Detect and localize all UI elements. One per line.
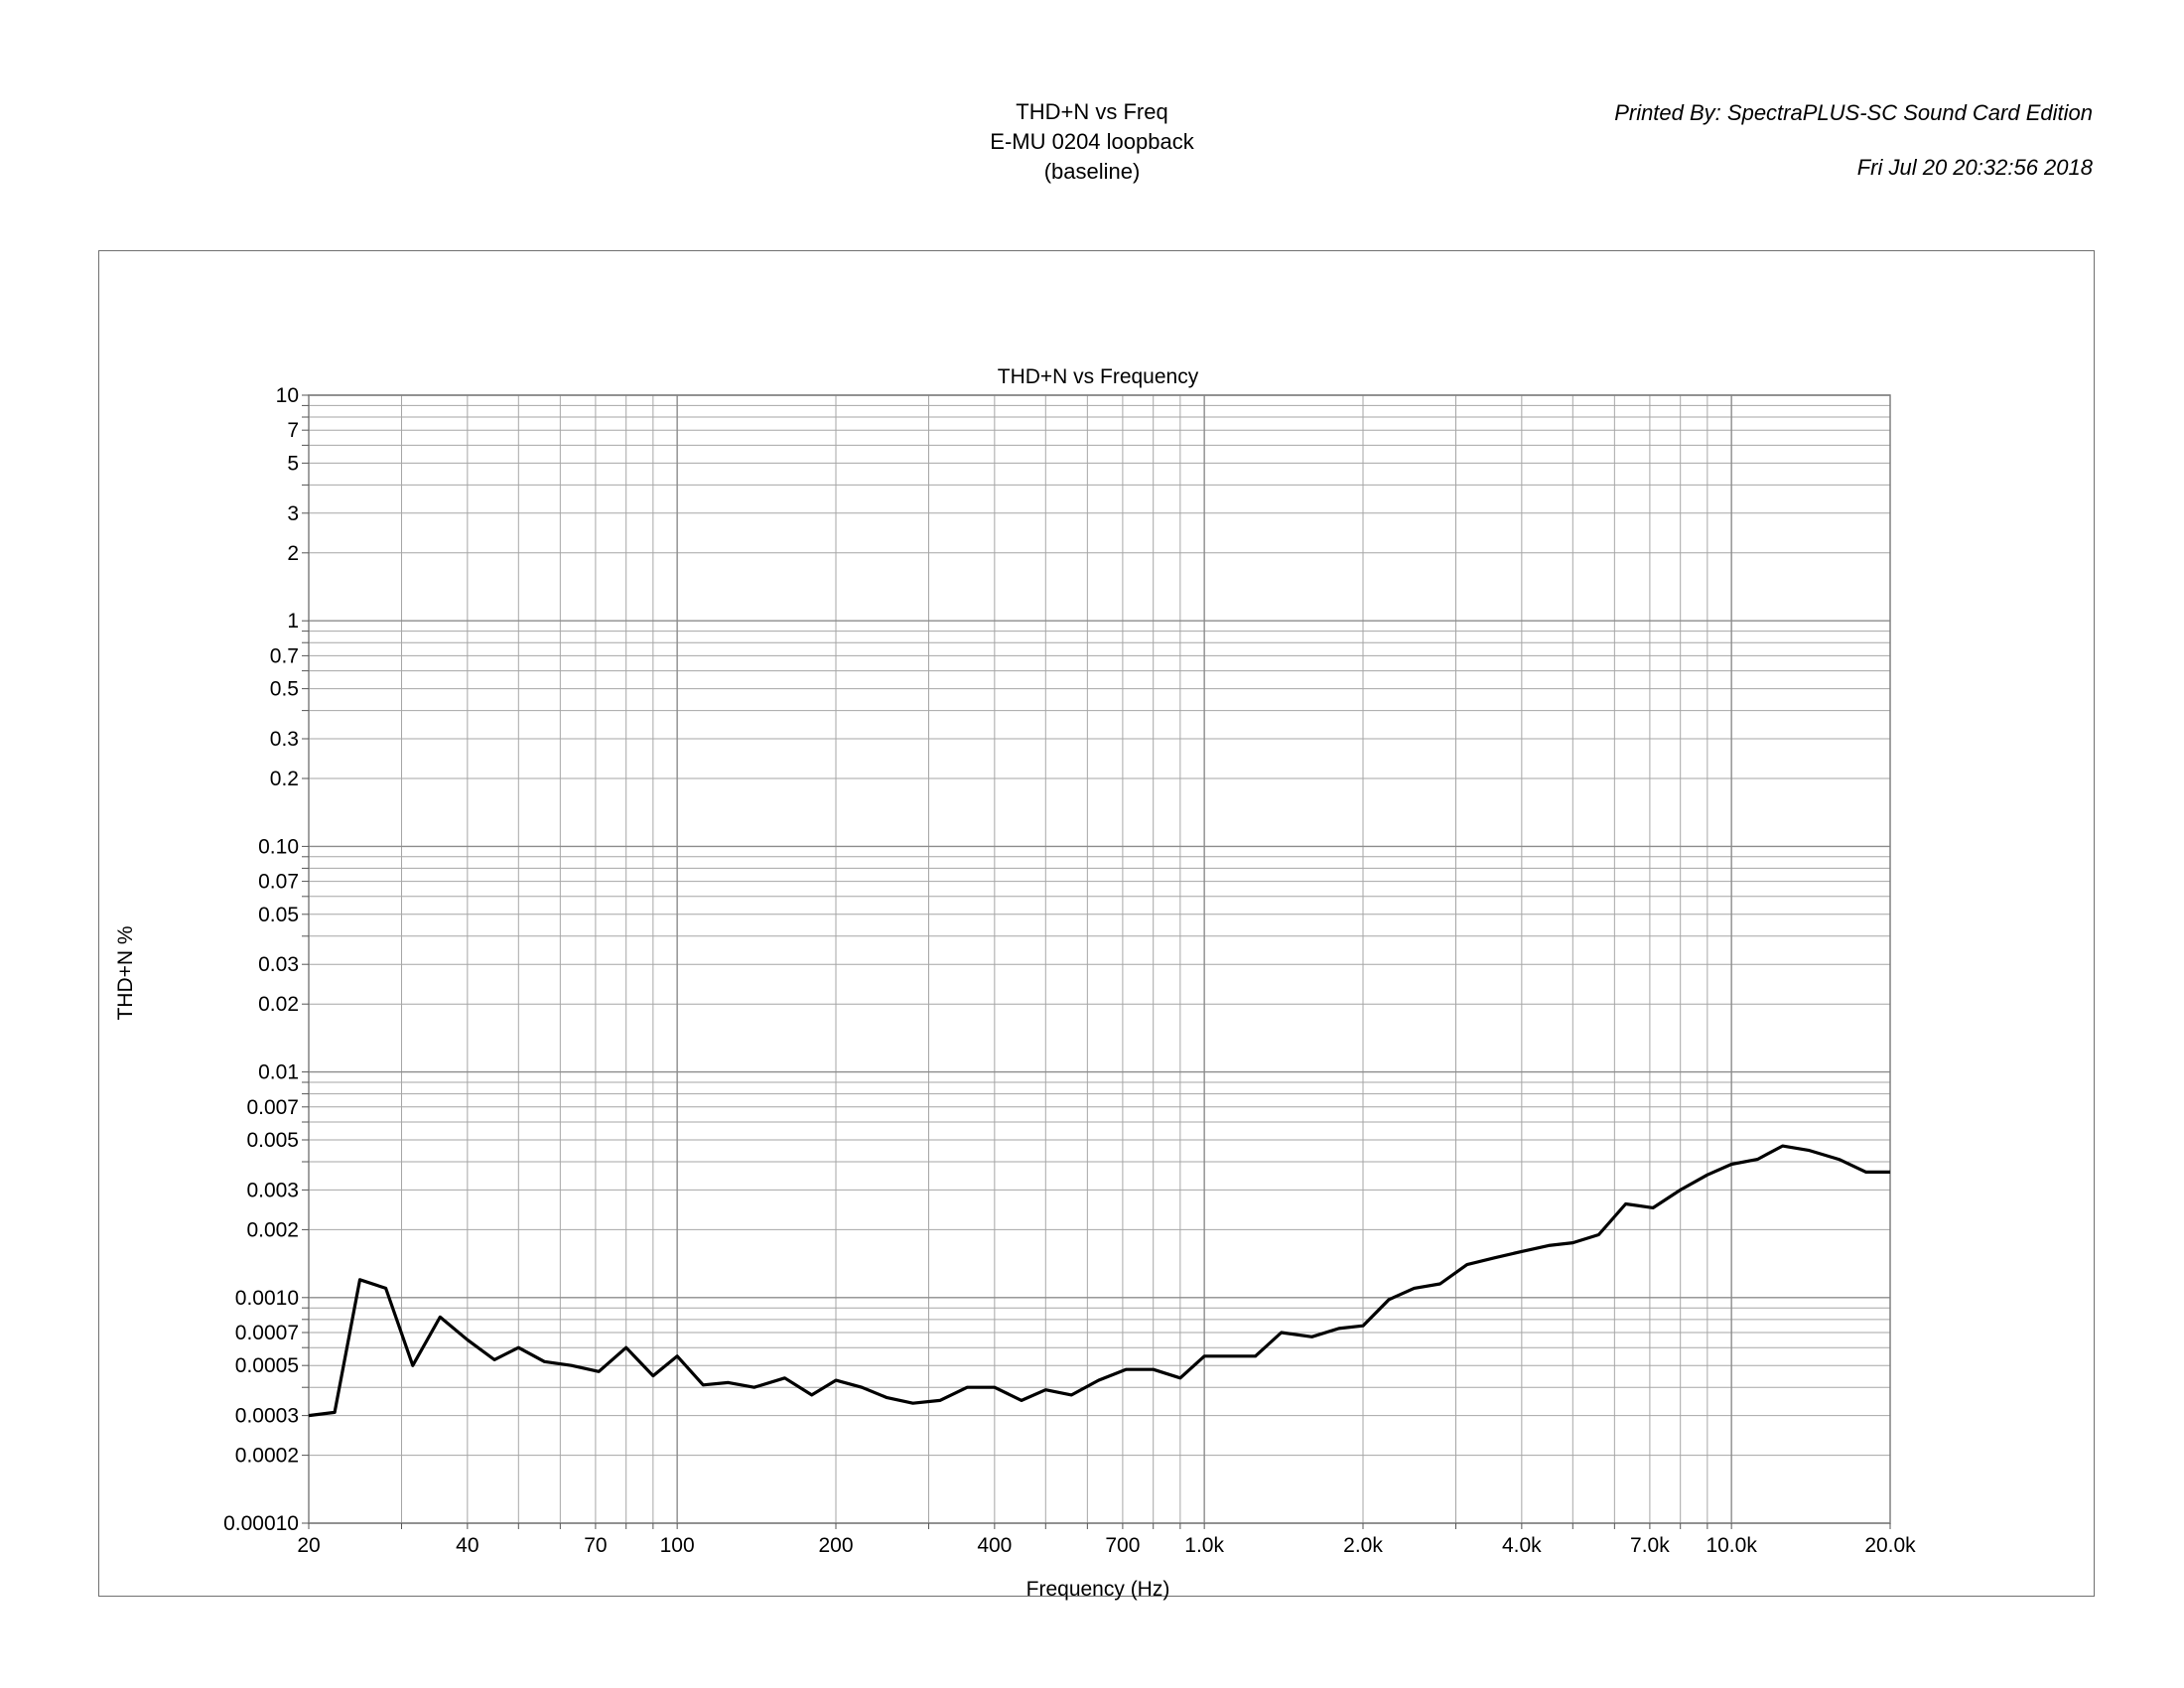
y-tick-label: 0.3	[270, 728, 299, 751]
y-tick-label: 0.0007	[235, 1322, 299, 1344]
series-line-thdn	[308, 1144, 1890, 1418]
x-tick-label: 20	[297, 1534, 320, 1557]
x-tick-labels: 20 40 70 100 200 400 700 1.0k 2.0k 4.0k 7.0k 10.0k 2…	[297, 1534, 1916, 1557]
x-tick-label: 40	[456, 1534, 478, 1557]
y-tick-label: 0.05	[258, 904, 299, 926]
report-title: THD+N vs Freq E-MU 0204 loopback (baseli…	[893, 97, 1291, 187]
y-tick-label: 0.03	[258, 953, 299, 976]
chart-frame	[98, 250, 2095, 1597]
report-title-line-2: E-MU 0204 loopback	[990, 129, 1194, 154]
plot-area-border	[308, 394, 1891, 1524]
y-tick-label: 0.0010	[235, 1287, 299, 1310]
printed-by-label: Printed By: SpectraPLUS-SC Sound Card Ed…	[1614, 100, 2093, 125]
x-tick-label: 100	[660, 1534, 695, 1557]
y-tick-label: 0.002	[246, 1218, 299, 1241]
major-gridlines	[309, 394, 1890, 1524]
y-tick-label: 0.0005	[235, 1354, 299, 1377]
y-tick-label: 10	[276, 384, 299, 407]
y-tick-label: 2	[287, 542, 299, 565]
y-tick-labels: 10 7 5 3 2 1 0.7 0.5 0.3 0.2 0.10 0.07 0.05 0.03 0.02 0…	[223, 384, 299, 1535]
y-tick-label: 0.2	[270, 768, 299, 790]
x-axis-label: Frequency (Hz)	[1026, 1578, 1170, 1601]
y-tick-label: 5	[287, 452, 299, 475]
y-tick-label: 7	[287, 419, 299, 442]
y-tick-label: 0.01	[258, 1061, 299, 1084]
x-tick-label: 20.0k	[1864, 1534, 1916, 1557]
x-tick-label: 1.0k	[1184, 1534, 1224, 1557]
axis-ticks	[302, 394, 1891, 1529]
y-tick-label: 1	[287, 610, 299, 633]
x-tick-label: 700	[1105, 1534, 1140, 1557]
y-axis-label: THD+N %	[114, 925, 137, 1020]
x-tick-label: 10.0k	[1706, 1534, 1757, 1557]
y-tick-label: 0.0002	[235, 1445, 299, 1468]
report-title-line-1: THD+N vs Freq	[1016, 99, 1168, 124]
x-tick-label: 7.0k	[1630, 1534, 1670, 1557]
y-tick-label: 0.7	[270, 644, 299, 667]
y-tick-label: 0.005	[246, 1129, 299, 1152]
y-tick-label: 0.0003	[235, 1405, 299, 1428]
y-tick-label: 0.07	[258, 871, 299, 894]
x-tick-label: 70	[584, 1534, 607, 1557]
y-tick-label: 0.003	[246, 1179, 299, 1201]
y-tick-label: 0.10	[258, 835, 299, 858]
report-title-line-3: (baseline)	[1043, 159, 1141, 184]
x-tick-label: 200	[818, 1534, 853, 1557]
printed-date-label: Fri Jul 20 20:32:56 2018	[1856, 155, 2093, 180]
minor-gridlines	[308, 395, 1891, 1523]
x-tick-label: 4.0k	[1502, 1534, 1542, 1557]
x-tick-label: 2.0k	[1343, 1534, 1383, 1557]
y-tick-label: 0.00010	[223, 1512, 299, 1535]
chart-title: THD+N vs Frequency	[998, 365, 1199, 388]
y-tick-label: 0.02	[258, 993, 299, 1016]
y-tick-label: 3	[287, 502, 299, 525]
y-tick-label: 0.007	[246, 1096, 299, 1119]
y-tick-label: 0.5	[270, 678, 299, 701]
x-tick-label: 400	[977, 1534, 1012, 1557]
